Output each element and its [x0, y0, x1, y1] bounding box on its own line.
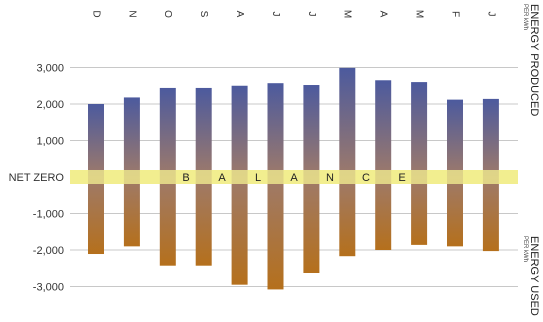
bar-energy-produced — [159, 87, 176, 177]
balance-letter: E — [398, 172, 405, 184]
balance-letter: A — [218, 172, 226, 184]
month-label: D — [90, 10, 101, 17]
bar-energy-used — [195, 177, 212, 266]
y-tick-label: NET ZERO — [9, 172, 65, 184]
bar-energy-produced — [482, 98, 499, 177]
y-tick-label: -1,000 — [33, 209, 64, 221]
net-zero-band-overlay — [70, 170, 518, 184]
month-label: S — [198, 11, 209, 18]
y-tick-label: -3,000 — [33, 282, 64, 294]
month-label: O — [162, 10, 173, 18]
month-label: M — [413, 10, 424, 18]
bar-energy-produced — [88, 104, 104, 177]
bar-energy-used — [375, 177, 392, 250]
month-label: M — [342, 10, 353, 18]
bar-energy-produced — [231, 85, 248, 177]
energy-used-unit: PER kWh — [522, 236, 528, 262]
bar-energy-produced — [375, 80, 392, 177]
month-label: F — [449, 11, 460, 17]
y-tick-label: 3,000 — [36, 63, 64, 75]
bar-energy-used — [267, 177, 284, 290]
month-label: A — [378, 11, 389, 18]
gridlines — [70, 67, 518, 287]
balance-letter: C — [362, 172, 370, 184]
balance-letter: N — [326, 172, 334, 184]
y-tick-label: 1,000 — [36, 136, 64, 148]
bar-energy-used — [123, 177, 140, 247]
bar-energy-used — [88, 177, 104, 255]
month-label: N — [126, 10, 137, 17]
bar-energy-produced — [267, 83, 284, 177]
bar-energy-produced — [339, 67, 356, 177]
month-label: J — [485, 12, 496, 17]
bar-energy-used — [339, 177, 356, 257]
energy-produced-title: ENERGY PRODUCED — [528, 4, 540, 116]
bar-energy-used — [447, 177, 463, 247]
bar-energy-used — [411, 177, 428, 245]
month-label: J — [270, 12, 281, 17]
y-axis-ticks: 3,000 2,000 1,000 NET ZERO -1,000 -2,000 -3,00… — [9, 63, 65, 294]
bar-energy-used — [231, 177, 248, 285]
balance-letter: A — [290, 172, 298, 184]
bar-energy-produced — [123, 97, 140, 177]
bars — [70, 67, 518, 290]
month-label: A — [234, 11, 245, 18]
energy-used-title: ENERGY USED — [528, 236, 540, 316]
energy-produced-unit: PER kWh — [522, 4, 528, 30]
bar-energy-produced — [195, 87, 212, 177]
balance-letter: L — [255, 172, 261, 184]
y-tick-label: -2,000 — [33, 245, 64, 257]
bar-energy-produced — [447, 99, 463, 177]
month-label: J — [306, 12, 317, 17]
bar-energy-used — [303, 177, 320, 273]
bar-energy-used — [482, 177, 499, 252]
bar-energy-produced — [411, 82, 428, 177]
bar-energy-produced — [303, 85, 320, 177]
bar-energy-used — [159, 177, 176, 266]
y-tick-label: 2,000 — [36, 99, 64, 111]
balance-letter: B — [182, 172, 189, 184]
